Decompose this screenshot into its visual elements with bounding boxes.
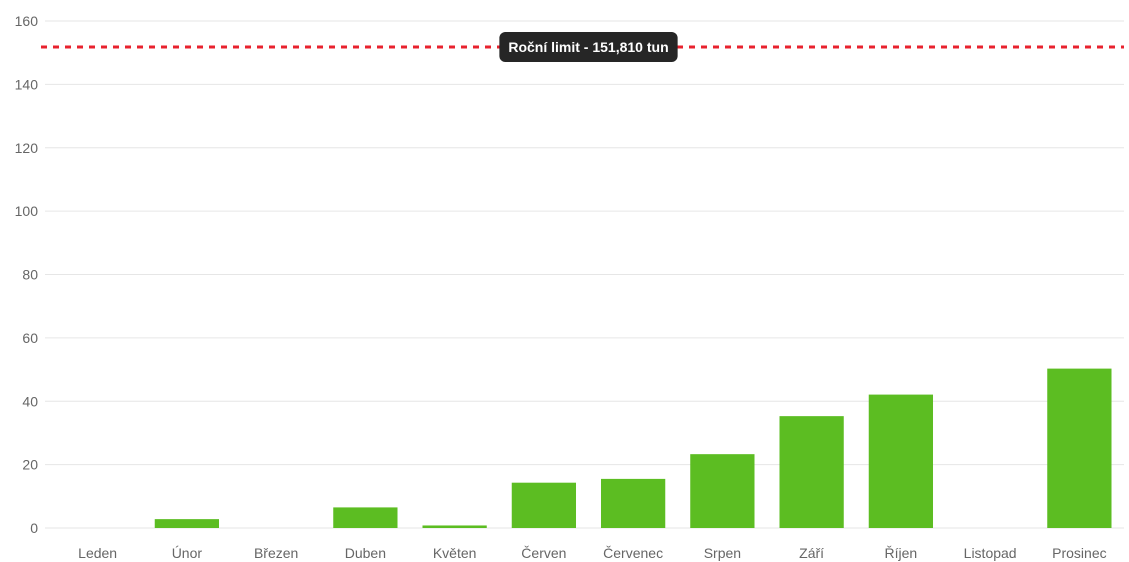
y-tick-label: 100	[15, 203, 39, 219]
bar-7	[690, 454, 755, 528]
bar-8	[779, 416, 844, 528]
x-axis-ticks: Leden Únor Březen Duben Květen Červen Červenec…	[78, 545, 1106, 561]
bar-6	[600, 478, 666, 528]
y-tick-label: 0	[30, 520, 38, 536]
x-tick-label: Srpen	[704, 545, 741, 561]
y-axis-ticks: 0 20 40 60 80 100 120 140 160	[15, 13, 39, 536]
x-tick-label: Říjen	[885, 545, 918, 561]
x-tick-label: Únor	[172, 545, 203, 561]
bar-11	[1047, 368, 1112, 528]
y-tick-label: 140	[15, 76, 39, 92]
x-tick-label: Březen	[254, 545, 298, 561]
x-tick-label: Září	[799, 545, 824, 561]
annual-limit-label: Roční limit - 151,810 tun	[508, 39, 668, 55]
x-tick-label: Listopad	[964, 545, 1017, 561]
bar-9	[868, 394, 934, 528]
bar-3	[333, 507, 398, 528]
y-tick-label: 40	[22, 393, 38, 409]
x-tick-label: Prosinec	[1052, 545, 1106, 561]
bars	[154, 368, 1112, 528]
x-tick-label: Červenec	[603, 545, 663, 561]
y-tick-label: 60	[22, 330, 38, 346]
bar-1	[154, 519, 220, 528]
grid-lines	[45, 20, 1124, 529]
y-tick-label: 160	[15, 13, 39, 29]
bar-4	[422, 525, 487, 528]
y-tick-label: 20	[22, 457, 38, 473]
annual-limit: Roční limit - 151,810 tun	[41, 31, 1124, 62]
x-tick-label: Duben	[345, 545, 386, 561]
y-tick-label: 80	[22, 267, 38, 283]
x-tick-label: Červen	[521, 545, 566, 561]
annual-limit-label-background	[499, 31, 678, 62]
x-tick-label: Květen	[433, 545, 477, 561]
x-tick-label: Leden	[78, 545, 117, 561]
bar-5	[511, 482, 577, 528]
y-tick-label: 120	[15, 140, 39, 156]
